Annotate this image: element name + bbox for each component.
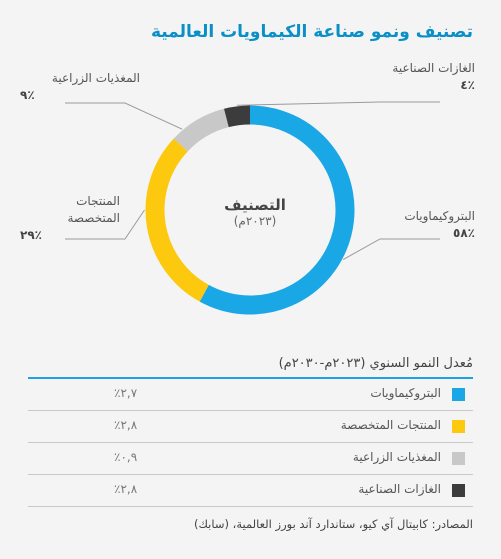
row-label: المغذيات الزراعية: [352, 450, 441, 464]
growth-table: البتروكيماويات ٪٢,٧ المنتجات المتخصصة ٪٢…: [28, 377, 473, 507]
table-row: البتروكيماويات ٪٢,٧: [28, 379, 473, 411]
callout-pct: ٪٥٨: [453, 226, 475, 240]
callout-pct: ٪٢٩: [20, 228, 42, 242]
legend-swatch: [452, 388, 465, 401]
legend-swatch: [452, 420, 465, 433]
row-value: ٪٢,٧: [114, 386, 138, 400]
row-label: المنتجات المتخصصة: [340, 418, 441, 432]
slice-petrochemicals: [199, 105, 355, 315]
table-row: المنتجات المتخصصة ٪٢,٨: [28, 411, 473, 443]
table-row: المغذيات الزراعية ٪٠,٩: [28, 443, 473, 475]
callout-label: الغازات الصناعية: [392, 61, 475, 75]
row-label: الغازات الصناعية: [358, 482, 441, 496]
leader-agri: [65, 102, 183, 130]
callout-gases: الغازات الصناعية ٪٤: [392, 60, 475, 94]
table-row: الغازات الصناعية ٪٢,٨: [28, 475, 473, 507]
slice-agri-nutrients: [173, 108, 230, 152]
legend-swatch: [452, 452, 465, 465]
source-note: المصادر: كابيتال آي كيو، ستاندارد آند بو…: [193, 517, 473, 531]
growth-table-title: مُعدل النمو السنوي (٢٠٢٣م-٢٠٣٠م): [278, 356, 473, 371]
donut-chart: [65, 101, 440, 315]
slice-industrial-gases: [224, 105, 251, 128]
row-value: ٪٠,٩: [114, 450, 138, 464]
callout-specialty: المنتجات المتخصصة ٪٢٩: [20, 193, 120, 244]
donut-center-subtitle: (٢٠٢٣م): [233, 214, 277, 228]
callout-agri: المغذيات الزراعية ٪٩: [20, 70, 140, 104]
row-value: ٪٢,٨: [114, 482, 138, 496]
leader-specialty: [65, 209, 145, 240]
callout-pct: ٪٤: [460, 78, 475, 92]
legend-swatch: [452, 484, 465, 497]
callout-label: المنتجات المتخصصة: [67, 194, 120, 225]
row-value: ٪٢,٨: [114, 418, 138, 432]
leader-gases: [237, 101, 440, 106]
callout-label: المغذيات الزراعية: [51, 71, 140, 85]
donut-center-title: التصنيف: [224, 196, 286, 214]
callout-pct: ٪٩: [20, 88, 35, 102]
leader-petrochemicals: [342, 238, 440, 260]
chart-title: تصنيف ونمو صناعة الكيماويات العالمية: [150, 22, 473, 42]
row-label: البتروكيماويات: [370, 386, 441, 400]
callout-petrochemicals: البتروكيماويات ٪٥٨: [404, 208, 475, 242]
callout-label: البتروكيماويات: [404, 209, 475, 223]
slice-specialty-products: [145, 138, 210, 302]
